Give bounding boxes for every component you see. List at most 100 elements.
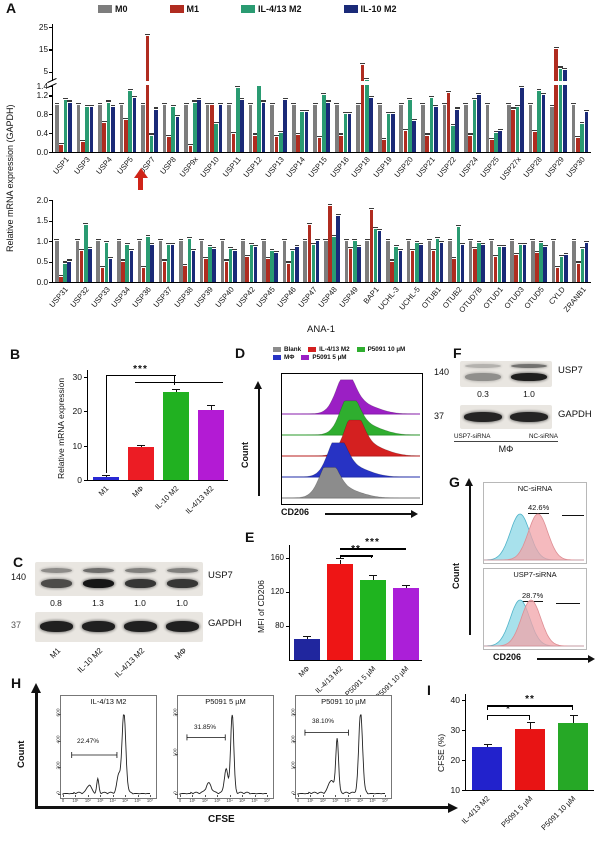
error-bar — [338, 133, 344, 135]
blot-band — [510, 412, 548, 422]
y-tick-mark — [58, 767, 61, 769]
bar — [295, 247, 299, 282]
error-stem — [372, 575, 374, 580]
error-bar — [555, 265, 560, 267]
error-bar — [295, 132, 301, 135]
blot-band — [124, 568, 156, 573]
error-bar — [433, 105, 439, 107]
bar — [104, 243, 109, 282]
x-tick-label: 10³ — [97, 798, 104, 803]
error-bar — [183, 102, 189, 104]
gate-percent: 31.85% — [194, 724, 217, 731]
x-tick-label: 10⁴ — [344, 798, 351, 803]
arrow-head-icon — [133, 168, 148, 178]
panel-i-plot: IL-4/13 M2 P5091 5 µM P5091 10 µM 10 20 30 40 *… — [451, 694, 594, 832]
y-tick-mark — [58, 714, 61, 715]
error-bar — [58, 275, 64, 277]
blot-band — [165, 621, 199, 632]
error-bar — [451, 257, 457, 259]
panel-e: E MFI of CD206 MΦ IL-4/13 M2 P5091 5 µM P50… — [233, 523, 428, 701]
error-bar — [278, 131, 284, 133]
bar — [502, 247, 506, 282]
y-tick-mark — [58, 740, 61, 742]
bar-MΦ — [127, 447, 154, 480]
arrow-stem-icon — [138, 177, 144, 190]
bar — [489, 241, 494, 282]
error-bar — [398, 102, 404, 104]
blot-band — [166, 568, 198, 573]
bar — [532, 132, 537, 152]
y-tick-label: 0.8 — [36, 109, 48, 119]
bar — [390, 261, 394, 282]
error-bar — [352, 238, 358, 240]
error-bar — [356, 245, 362, 247]
bar — [125, 245, 129, 282]
panel-h-y-axis-label: Count — [16, 740, 27, 768]
sig-drop — [105, 375, 107, 474]
bar — [128, 90, 132, 152]
ridge-histograms — [282, 379, 420, 499]
x-tick-label: 10² — [201, 798, 208, 803]
error-bar — [575, 261, 581, 263]
curve — [282, 442, 420, 478]
bar — [304, 111, 309, 152]
gate-line — [562, 515, 584, 516]
y-tick-label: 30 — [450, 725, 460, 735]
bar — [472, 100, 477, 152]
panel-a-y-axis-label: Relative mRNA expression (GAPDH) — [5, 104, 15, 252]
y-tick-mark — [84, 445, 88, 447]
error-bar — [253, 245, 258, 247]
error-bar — [519, 86, 525, 88]
blot-band — [40, 579, 72, 588]
bar-P5091 5 µM — [359, 579, 386, 660]
bar — [170, 245, 175, 282]
error-bar — [563, 253, 569, 255]
y-tick-label: 1.5 — [36, 216, 48, 225]
bar — [497, 247, 502, 282]
error-stem — [140, 446, 142, 448]
bar-P5091 10 µM — [558, 722, 588, 790]
curve — [484, 599, 584, 647]
error-bar — [406, 238, 411, 240]
x-tick-label: 10⁷ — [146, 798, 154, 803]
y-tick-label: 1.2 — [36, 90, 48, 100]
bar — [473, 249, 477, 282]
legend-item: IL-10 M2 — [343, 4, 397, 14]
bar — [572, 241, 576, 282]
error-bar — [455, 224, 461, 226]
bar — [394, 247, 398, 282]
error-bar — [226, 102, 232, 104]
panel-g-x-axis-label: CD206 — [493, 652, 522, 662]
plot-title: NC-siRNA — [517, 484, 553, 493]
error-bar — [58, 142, 64, 144]
flow-plot-p5091-10: P5091 10 µM 38.10% 0 100 200 300 0 10¹ 10² 10³ 1… — [292, 695, 392, 803]
curve — [282, 400, 420, 436]
error-bar — [325, 100, 331, 102]
error-bar — [274, 134, 279, 136]
panel-g-y-axis-label: Count — [451, 563, 461, 589]
cd206-axis-line — [537, 658, 589, 660]
bar — [530, 241, 535, 282]
bar — [137, 241, 142, 282]
band-quantification-row: 0.8 1.3 1.0 1.0 — [35, 598, 203, 608]
panel-a-bottom-plot: USP31 USP32 USP33 USP34 USP36 USP37 USP38 USP39… — [37, 196, 591, 314]
panel-a-legend: M0 M1 IL-4/13 M2 IL-10 M2 — [98, 4, 397, 14]
y-tick-label: 0 — [77, 475, 82, 485]
error-bar — [472, 98, 477, 100]
error-bar — [454, 107, 460, 109]
bar — [204, 259, 208, 282]
curve — [62, 714, 150, 795]
sig-drop — [339, 555, 341, 558]
bar — [124, 119, 128, 152]
error-bar — [306, 222, 312, 224]
bar — [507, 104, 511, 152]
error-cap — [207, 405, 215, 407]
bar — [386, 241, 390, 282]
x-tick-mark — [125, 795, 127, 797]
bar — [80, 141, 85, 152]
panel-i-label: I — [427, 682, 431, 698]
error-bar — [187, 144, 193, 146]
bar — [270, 251, 274, 282]
bar — [415, 243, 419, 282]
